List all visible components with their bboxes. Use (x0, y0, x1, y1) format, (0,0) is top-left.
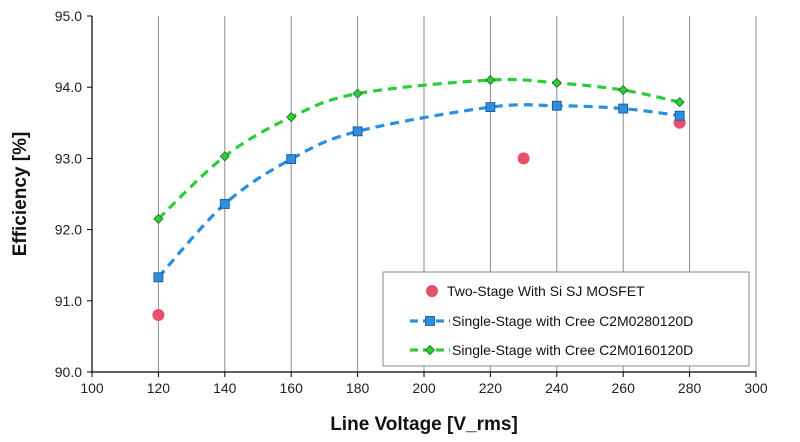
series-3-point-3 (286, 112, 297, 123)
legend-label-1: Two-Stage With Si SJ MOSFET (447, 283, 645, 299)
series-3-line (157, 77, 680, 221)
axes (87, 15, 757, 377)
series-1-point-1 (152, 309, 165, 322)
series-2-point-4 (352, 126, 363, 137)
legend-label-3: Single-Stage with Cree C2M0160120D (452, 342, 693, 358)
y-tick-label-1: 91.0 (55, 293, 82, 309)
y-tick-label-5: 95.0 (55, 8, 82, 24)
y-axis-title: Efficiency [%] (10, 132, 31, 257)
y-tick-label-4: 94.0 (55, 79, 82, 95)
legend-swatch-marker-2 (425, 316, 435, 326)
legend-item-1: Two-Stage With Si SJ MOSFET (426, 283, 645, 299)
series-3-point-8 (674, 97, 685, 108)
x-tick-label-140: 140 (213, 380, 237, 396)
x-axis-title: Line Voltage [V_rms] (330, 414, 518, 435)
series-1-point-2 (517, 152, 530, 165)
series-layer (152, 75, 686, 322)
series-2-point-7 (618, 103, 629, 114)
x-tick-label-300: 300 (744, 380, 768, 396)
series-2-line (157, 103, 680, 279)
series-3-point-6 (551, 77, 562, 88)
series-3-point-1 (153, 213, 164, 224)
series-2-point-6 (551, 100, 562, 111)
series-2-point-8 (674, 110, 685, 121)
series-2 (153, 100, 685, 283)
legend-item-3: Single-Stage with Cree C2M0160120D (410, 342, 693, 358)
x-tick-label-240: 240 (545, 380, 569, 396)
series-2-point-2 (219, 199, 230, 209)
x-tick-label-120: 120 (147, 380, 171, 396)
y-tick-label-3: 93.0 (55, 150, 82, 166)
series-3-point-7 (618, 84, 629, 96)
series-2-point-1 (153, 272, 164, 283)
series-3 (153, 75, 685, 224)
series-3-point-2 (219, 151, 230, 162)
legend-item-2: Single-Stage with Cree C2M0280120D (410, 313, 693, 329)
y-tick-label-2: 92.0 (55, 222, 82, 238)
x-tick-label-180: 180 (346, 380, 370, 396)
series-2-point-3 (286, 154, 297, 165)
legend-label-2: Single-Stage with Cree C2M0280120D (452, 313, 693, 329)
series-3-point-5 (485, 75, 496, 86)
x-tick-label-260: 260 (612, 380, 636, 396)
x-tick-label-200: 200 (412, 380, 436, 396)
x-tick-label-280: 280 (678, 380, 702, 396)
legend: Two-Stage With Si SJ MOSFET Single-Stage … (382, 271, 750, 367)
legend-swatch-marker-1 (426, 285, 438, 297)
x-tick-label-160: 160 (280, 380, 304, 396)
legend-swatch-marker-3 (424, 344, 436, 356)
tick-labels: 100 120 140 160 180 200 220 240 260 280 300 90.0 91.… (55, 8, 768, 396)
series-3-point-4 (352, 88, 363, 99)
y-tick-label-0: 90.0 (55, 364, 82, 380)
x-tick-label-100: 100 (80, 380, 104, 396)
series-2-point-5 (485, 102, 496, 113)
x-tick-label-220: 220 (479, 380, 503, 396)
